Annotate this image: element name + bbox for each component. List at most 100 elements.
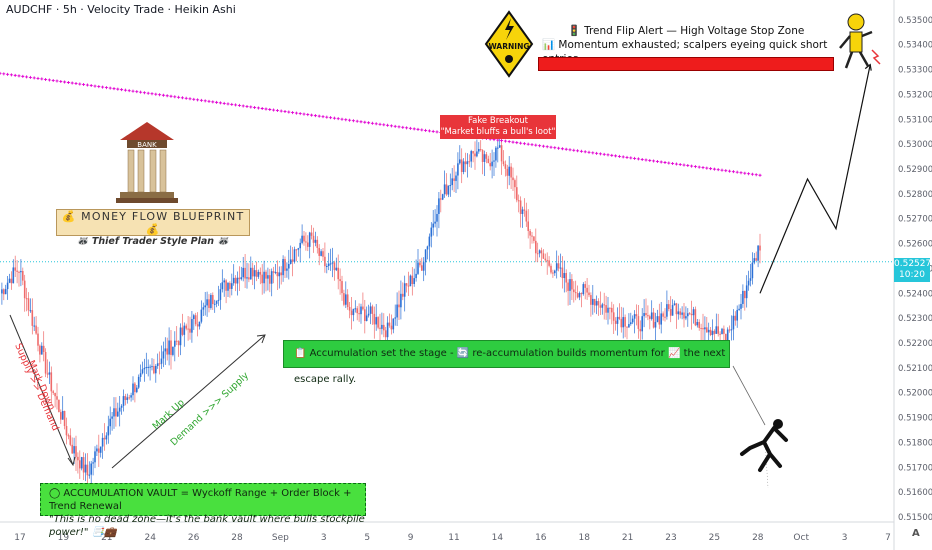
candle-body (293, 249, 296, 262)
bank-pillar (159, 149, 167, 193)
candle-body (405, 283, 408, 286)
moving-average-point (97, 85, 101, 89)
candle-body (614, 320, 617, 324)
candle-body (291, 259, 294, 262)
moving-average-point (515, 141, 519, 145)
candle-body (533, 236, 535, 241)
candle-body (215, 300, 218, 304)
candle-body (312, 235, 315, 243)
candle-body (80, 457, 83, 469)
candle-body (356, 308, 358, 314)
candle-body (516, 187, 518, 201)
candle-body (193, 315, 195, 320)
candle-body (407, 285, 410, 287)
candle-body (174, 340, 176, 347)
candle-body (698, 321, 700, 328)
candle-body (354, 308, 357, 310)
candle-body (548, 260, 550, 266)
candle-body (745, 285, 748, 299)
candle-body (432, 223, 434, 228)
candle-body (77, 456, 79, 461)
candle-body (369, 306, 372, 314)
moving-average-point (633, 156, 637, 160)
candle-body (202, 307, 205, 310)
moving-average-point (47, 78, 51, 82)
candle-body (149, 366, 151, 368)
moving-average-point (424, 128, 428, 132)
candle-body (345, 294, 347, 305)
candle-body (122, 396, 125, 406)
candle-body (536, 253, 539, 255)
candle-body (447, 185, 450, 195)
moving-average-point (500, 139, 504, 143)
moving-average-point (6, 72, 10, 76)
moving-average-point (534, 143, 538, 147)
candle-body (436, 213, 438, 222)
candle-body (554, 270, 556, 274)
candle-body (204, 305, 206, 308)
candle-body (84, 464, 87, 473)
candle-body (130, 395, 132, 398)
candle-body (48, 372, 51, 375)
moving-average-point (370, 121, 374, 125)
candle-body (118, 407, 121, 412)
candle-body (168, 340, 170, 355)
candle-body (453, 178, 455, 181)
candle-body (649, 316, 651, 319)
candle-body (314, 239, 317, 243)
x-tick-label: 16 (535, 533, 547, 543)
moving-average-point (378, 122, 382, 126)
candle-body (212, 295, 214, 305)
candle-body (23, 280, 26, 299)
moving-average-point (435, 130, 439, 134)
candle-body (257, 271, 260, 277)
y-tick-label: 0.53400 (898, 41, 932, 51)
candle-body (576, 293, 579, 298)
candle-body (381, 324, 383, 329)
alert-red-bar (538, 57, 834, 71)
candle-body (624, 317, 626, 327)
candle-body (504, 164, 507, 169)
candle-body (709, 329, 712, 336)
moving-average-point (705, 166, 709, 170)
markdown-arrowhead (67, 456, 76, 467)
candle-body (719, 333, 721, 335)
moving-average-point (188, 97, 192, 101)
moving-average-point (363, 120, 367, 124)
moving-average-point (70, 81, 74, 85)
moving-average-point (572, 148, 576, 152)
candle-body (656, 316, 659, 322)
candle-body (470, 151, 472, 162)
moving-average-point (503, 139, 507, 143)
moving-average-point (294, 111, 298, 115)
candle-body (683, 312, 685, 319)
moving-average-point (659, 160, 663, 164)
candle-body (652, 312, 655, 328)
candle-body (479, 149, 482, 151)
moving-average-point (640, 157, 644, 161)
moving-average-group (0, 71, 762, 177)
candle-body (574, 292, 577, 294)
candle-body (305, 241, 307, 243)
bank-sign-board (127, 140, 167, 148)
candle-body (428, 236, 431, 247)
y-tick-label: 0.52900 (898, 165, 932, 175)
candle-body (403, 283, 406, 297)
candle-body (578, 293, 581, 298)
candle-body (612, 312, 615, 321)
moving-average-point (667, 161, 671, 165)
candle-body (510, 166, 512, 178)
candle-body (744, 290, 746, 299)
y-tick-label: 0.52000 (898, 389, 932, 399)
candle-body (464, 161, 467, 165)
candle-body (94, 451, 96, 463)
bank-pillar (127, 149, 135, 193)
warning-label: WARNING (488, 42, 529, 51)
candle-body (633, 314, 636, 319)
candle-body (61, 411, 64, 420)
candle-body (147, 366, 149, 368)
candle-body (422, 262, 425, 271)
moving-average-point (272, 108, 276, 112)
candle-body (73, 446, 75, 454)
